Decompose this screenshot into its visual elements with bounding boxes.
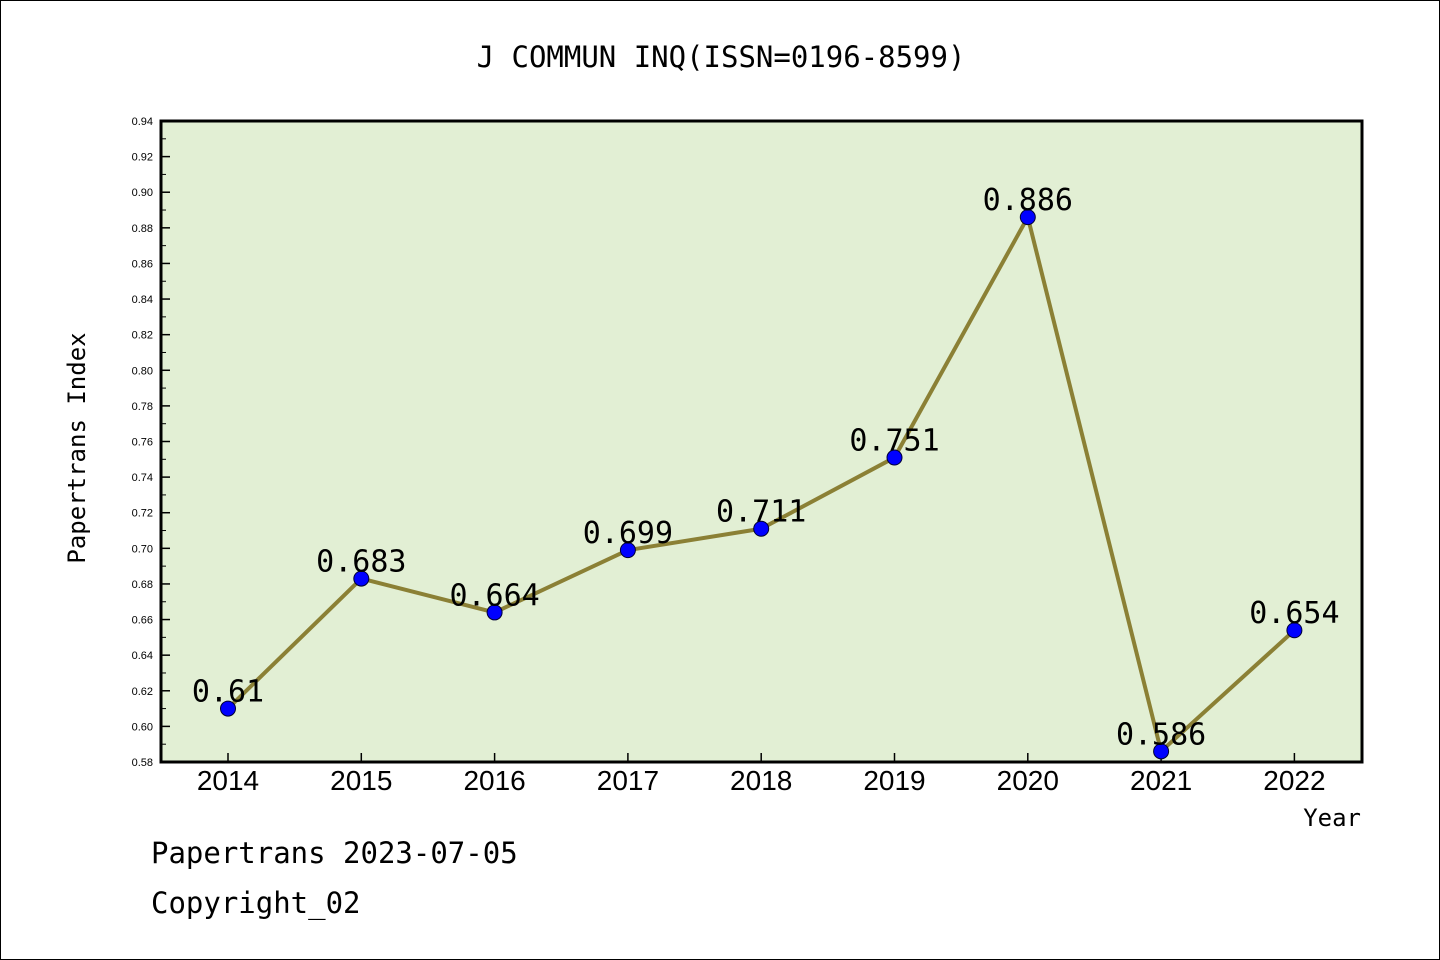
data-label: 0.751 <box>849 424 939 459</box>
y-tick-label: 0.88 <box>132 223 153 235</box>
y-tick-label: 0.70 <box>132 543 153 555</box>
x-tick-label: 2018 <box>730 765 792 796</box>
y-tick-label: 0.86 <box>132 258 153 270</box>
data-point <box>486 604 503 621</box>
chart-title: J COMMUN INQ(ISSN=0196-8599) <box>477 40 966 74</box>
y-tick-label: 0.74 <box>132 472 153 484</box>
series-group: 0.61 0.683 0.664 0.699 0.711 0.751 0.886 0.586 0… <box>192 183 1340 760</box>
y-tick-label: 0.82 <box>132 330 153 342</box>
data-label: 0.699 <box>583 516 673 551</box>
x-tick-label: 2020 <box>997 765 1059 796</box>
data-point <box>753 520 770 537</box>
plot-area <box>159 119 1364 764</box>
y-axis: 0.58 0.60 0.62 0.64 0.66 0.68 0.70 0.72 0.74 0.76… <box>132 116 170 769</box>
x-axis: 2014 2015 2016 2017 2018 2019 2020 2021 2022 <box>197 753 1326 796</box>
x-tick-label: 2021 <box>1130 765 1192 796</box>
data-point <box>220 700 236 717</box>
data-label: 0.654 <box>1249 596 1339 631</box>
y-tick-label: 0.62 <box>132 686 153 698</box>
y-tick-label: 0.80 <box>132 365 153 377</box>
data-point <box>619 542 636 559</box>
footer-copyright: Copyright_02 <box>151 886 361 920</box>
x-axis-label: Year <box>1303 804 1361 832</box>
y-tick-label: 0.66 <box>132 615 153 627</box>
y-tick-label: 0.90 <box>132 187 153 199</box>
x-tick-label: 2016 <box>463 765 525 796</box>
x-tick-label: 2022 <box>1263 765 1325 796</box>
x-tick-label: 2017 <box>597 765 659 796</box>
data-label: 0.683 <box>316 545 406 580</box>
y-tick-label: 0.72 <box>132 508 153 520</box>
data-point <box>353 570 370 587</box>
footer-date: Papertrans 2023-07-05 <box>151 836 518 870</box>
data-label: 0.886 <box>983 183 1073 218</box>
data-label: 0.61 <box>192 675 264 710</box>
y-tick-label: 0.64 <box>132 650 153 662</box>
y-tick-label: 0.68 <box>132 579 153 591</box>
y-tick-label: 0.84 <box>132 294 153 306</box>
y-tick-label: 0.92 <box>132 152 153 164</box>
data-point <box>1019 209 1036 226</box>
x-tick-label: 2014 <box>197 765 259 796</box>
x-tick-label: 2015 <box>330 765 392 796</box>
y-tick-label: 0.60 <box>132 721 153 733</box>
y-tick-label: 0.58 <box>132 757 153 769</box>
data-label: 0.586 <box>1116 717 1206 752</box>
y-tick-label: 0.76 <box>132 437 153 449</box>
data-point <box>1286 622 1303 639</box>
y-tick-label: 0.78 <box>132 401 153 413</box>
y-axis-label: Papertrans Index <box>63 332 91 563</box>
data-point <box>1153 743 1170 760</box>
data-label: 0.664 <box>449 578 539 613</box>
y-tick-label: 0.94 <box>132 116 153 128</box>
data-label: 0.711 <box>716 495 806 530</box>
x-tick-label: 2019 <box>863 765 925 796</box>
data-point <box>886 449 903 466</box>
